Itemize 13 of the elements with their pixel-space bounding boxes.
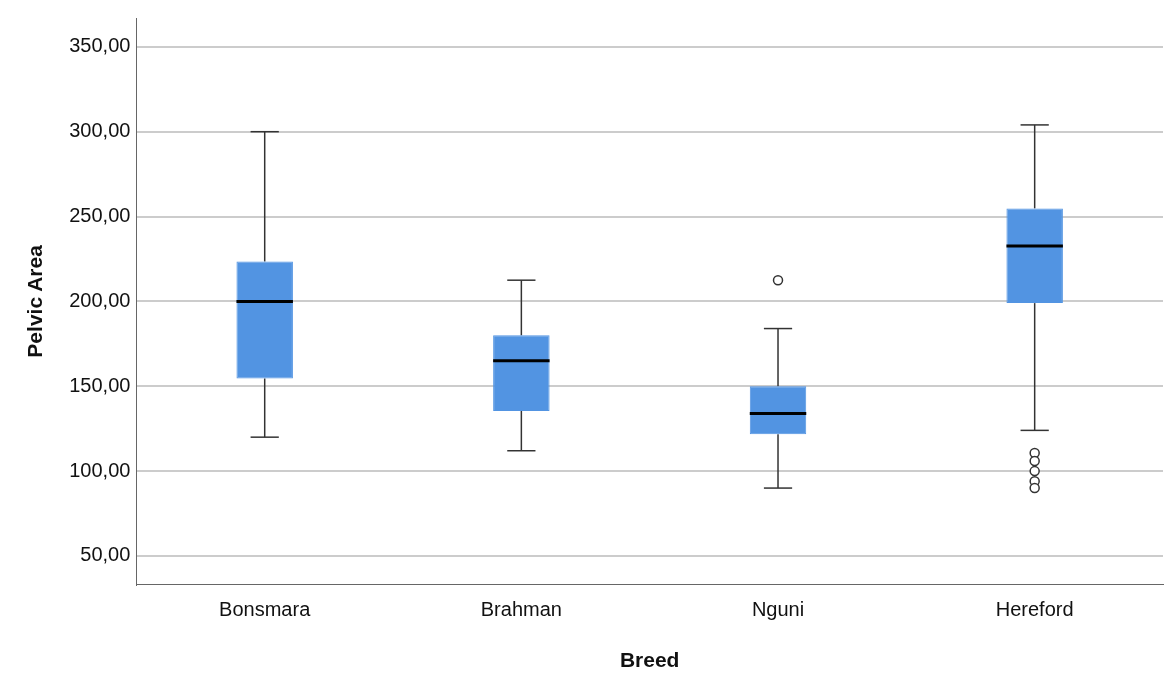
x-tick-label: Brahman bbox=[480, 598, 562, 621]
x-tick-label: Hereford bbox=[995, 598, 1074, 621]
x-tick-label: Nguni bbox=[751, 598, 805, 621]
y-tick-label: 250,00 bbox=[69, 204, 131, 227]
x-axis-title: Breed bbox=[619, 648, 680, 672]
y-tick-label: 200,00 bbox=[69, 288, 131, 311]
x-tick-label: Bonsmara bbox=[219, 598, 312, 621]
y-tick-label: 50,00 bbox=[80, 543, 131, 566]
y-tick-label: 150,00 bbox=[69, 373, 131, 396]
y-tick-label: 350,00 bbox=[69, 34, 131, 57]
y-tick-label: 100,00 bbox=[69, 458, 131, 481]
y-axis-title: Pelvic Area bbox=[23, 244, 47, 358]
y-tick-label: 300,00 bbox=[69, 119, 131, 142]
